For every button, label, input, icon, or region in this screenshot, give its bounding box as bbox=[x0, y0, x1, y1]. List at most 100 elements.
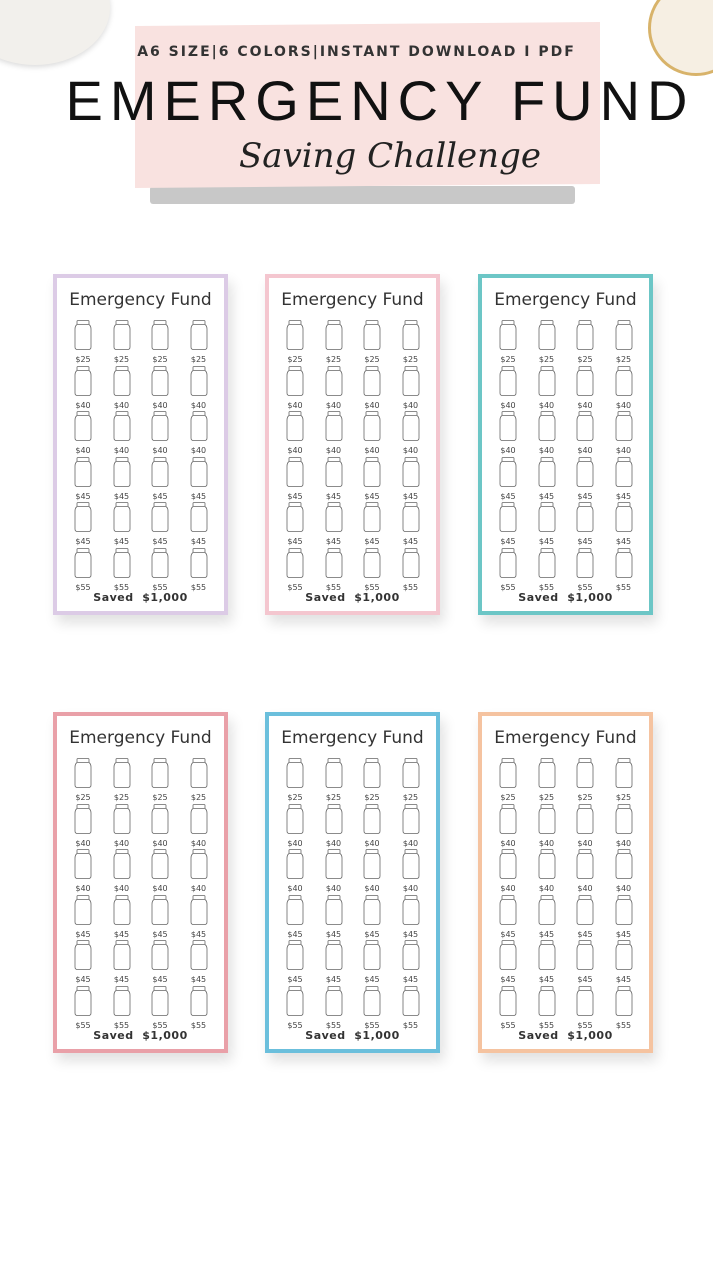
jar-icon bbox=[576, 320, 594, 350]
jar: $25 bbox=[570, 758, 600, 802]
jar-label: $40 bbox=[287, 446, 303, 455]
jar: $40 bbox=[184, 411, 214, 455]
jar-label: $45 bbox=[500, 929, 516, 939]
jar: $40 bbox=[532, 803, 562, 848]
jar-icon bbox=[576, 985, 594, 1016]
jar-icon bbox=[363, 803, 381, 834]
jar-label: $45 bbox=[615, 975, 632, 984]
jar-label: $25 bbox=[500, 355, 516, 364]
jar: $40 bbox=[319, 849, 349, 893]
jar-label: $25 bbox=[402, 793, 419, 802]
jar: $40 bbox=[145, 411, 175, 455]
jar-label: $25 bbox=[538, 793, 555, 802]
jar-icon bbox=[286, 803, 304, 834]
jar-label: $25 bbox=[113, 355, 130, 364]
jar-icon bbox=[190, 894, 207, 925]
jar-label: $25 bbox=[287, 793, 303, 802]
jar-icon bbox=[286, 320, 304, 350]
jar-label: $55 bbox=[364, 1020, 380, 1030]
jar: $45 bbox=[107, 940, 137, 984]
jar-icon bbox=[499, 940, 517, 970]
jar-label: $40 bbox=[538, 400, 555, 410]
jar-label: $45 bbox=[190, 929, 207, 939]
jar-label: $45 bbox=[152, 491, 168, 501]
jar-icon bbox=[615, 803, 632, 834]
jar: $40 bbox=[493, 849, 523, 893]
jar-icon bbox=[363, 456, 381, 487]
jar-label: $45 bbox=[113, 975, 130, 984]
jar: $45 bbox=[609, 456, 639, 501]
jar-label: $45 bbox=[577, 975, 593, 984]
jar: $25 bbox=[145, 320, 175, 364]
jar: $55 bbox=[68, 547, 98, 592]
jar: $45 bbox=[184, 456, 214, 501]
jar: $40 bbox=[532, 849, 562, 893]
jar-label: $55 bbox=[190, 1020, 207, 1030]
jar-label: $45 bbox=[75, 537, 91, 546]
card-footer: Saved $1,000 bbox=[518, 1029, 613, 1042]
jar: $45 bbox=[68, 940, 98, 984]
jar: $45 bbox=[396, 894, 426, 939]
jar: $40 bbox=[319, 411, 349, 455]
jar: $45 bbox=[396, 940, 426, 984]
jar-label: $40 bbox=[190, 884, 207, 893]
jar-label: $40 bbox=[190, 400, 207, 410]
jar-label: $40 bbox=[615, 400, 632, 410]
jar: $40 bbox=[570, 411, 600, 455]
jar: $45 bbox=[280, 940, 310, 984]
jar: $25 bbox=[145, 758, 175, 802]
jar: $55 bbox=[184, 985, 214, 1030]
jar: $40 bbox=[68, 411, 98, 455]
jar: $40 bbox=[609, 365, 639, 410]
jar-icon bbox=[190, 803, 207, 834]
jar-icon bbox=[363, 894, 381, 925]
jar-icon bbox=[402, 894, 419, 925]
jar-label: $40 bbox=[113, 446, 130, 455]
jar: $40 bbox=[609, 803, 639, 848]
jar-icon bbox=[74, 803, 92, 834]
jar-icon bbox=[190, 940, 207, 970]
jar: $40 bbox=[280, 849, 310, 893]
jar-label: $45 bbox=[325, 975, 342, 984]
jar-label: $25 bbox=[538, 355, 555, 364]
jar: $55 bbox=[570, 985, 600, 1030]
jar: $45 bbox=[357, 502, 387, 546]
jar-label: $25 bbox=[75, 793, 91, 802]
jar-label: $25 bbox=[152, 355, 168, 364]
jar-icon bbox=[615, 456, 632, 487]
jar: $45 bbox=[280, 456, 310, 501]
jar: $45 bbox=[280, 502, 310, 546]
jar-label: $55 bbox=[190, 582, 207, 592]
jar-icon bbox=[615, 985, 632, 1016]
jar-icon bbox=[190, 320, 207, 350]
jar: $55 bbox=[280, 547, 310, 592]
jar: $40 bbox=[68, 365, 98, 410]
jar-icon bbox=[286, 502, 304, 532]
jar: $45 bbox=[145, 894, 175, 939]
card: Emergency Fund $25 $25 $25 $25 $40 $40 $40 $40 $4… bbox=[265, 712, 440, 1053]
jar-icon bbox=[151, 803, 169, 834]
jar: $25 bbox=[396, 320, 426, 364]
jar-label: $25 bbox=[577, 793, 593, 802]
jar-icon bbox=[286, 411, 304, 441]
jar: $25 bbox=[609, 758, 639, 802]
jar-label: $40 bbox=[364, 838, 380, 848]
jar: $40 bbox=[396, 849, 426, 893]
jar: $45 bbox=[357, 894, 387, 939]
jar-icon bbox=[151, 411, 169, 441]
jar-label: $55 bbox=[75, 582, 91, 592]
jar-icon bbox=[402, 940, 419, 970]
jar-icon bbox=[286, 456, 304, 487]
jar: $45 bbox=[68, 502, 98, 546]
jar-icon bbox=[402, 365, 419, 396]
jar-icon bbox=[402, 320, 419, 350]
jar-icon bbox=[615, 547, 632, 578]
jar-icon bbox=[74, 849, 92, 879]
jar-icon bbox=[74, 502, 92, 532]
jar-label: $40 bbox=[402, 400, 419, 410]
jar: $25 bbox=[68, 320, 98, 364]
jar-label: $55 bbox=[113, 1020, 130, 1030]
jar: $40 bbox=[107, 849, 137, 893]
jar-label: $45 bbox=[152, 975, 168, 984]
jar: $45 bbox=[319, 894, 349, 939]
